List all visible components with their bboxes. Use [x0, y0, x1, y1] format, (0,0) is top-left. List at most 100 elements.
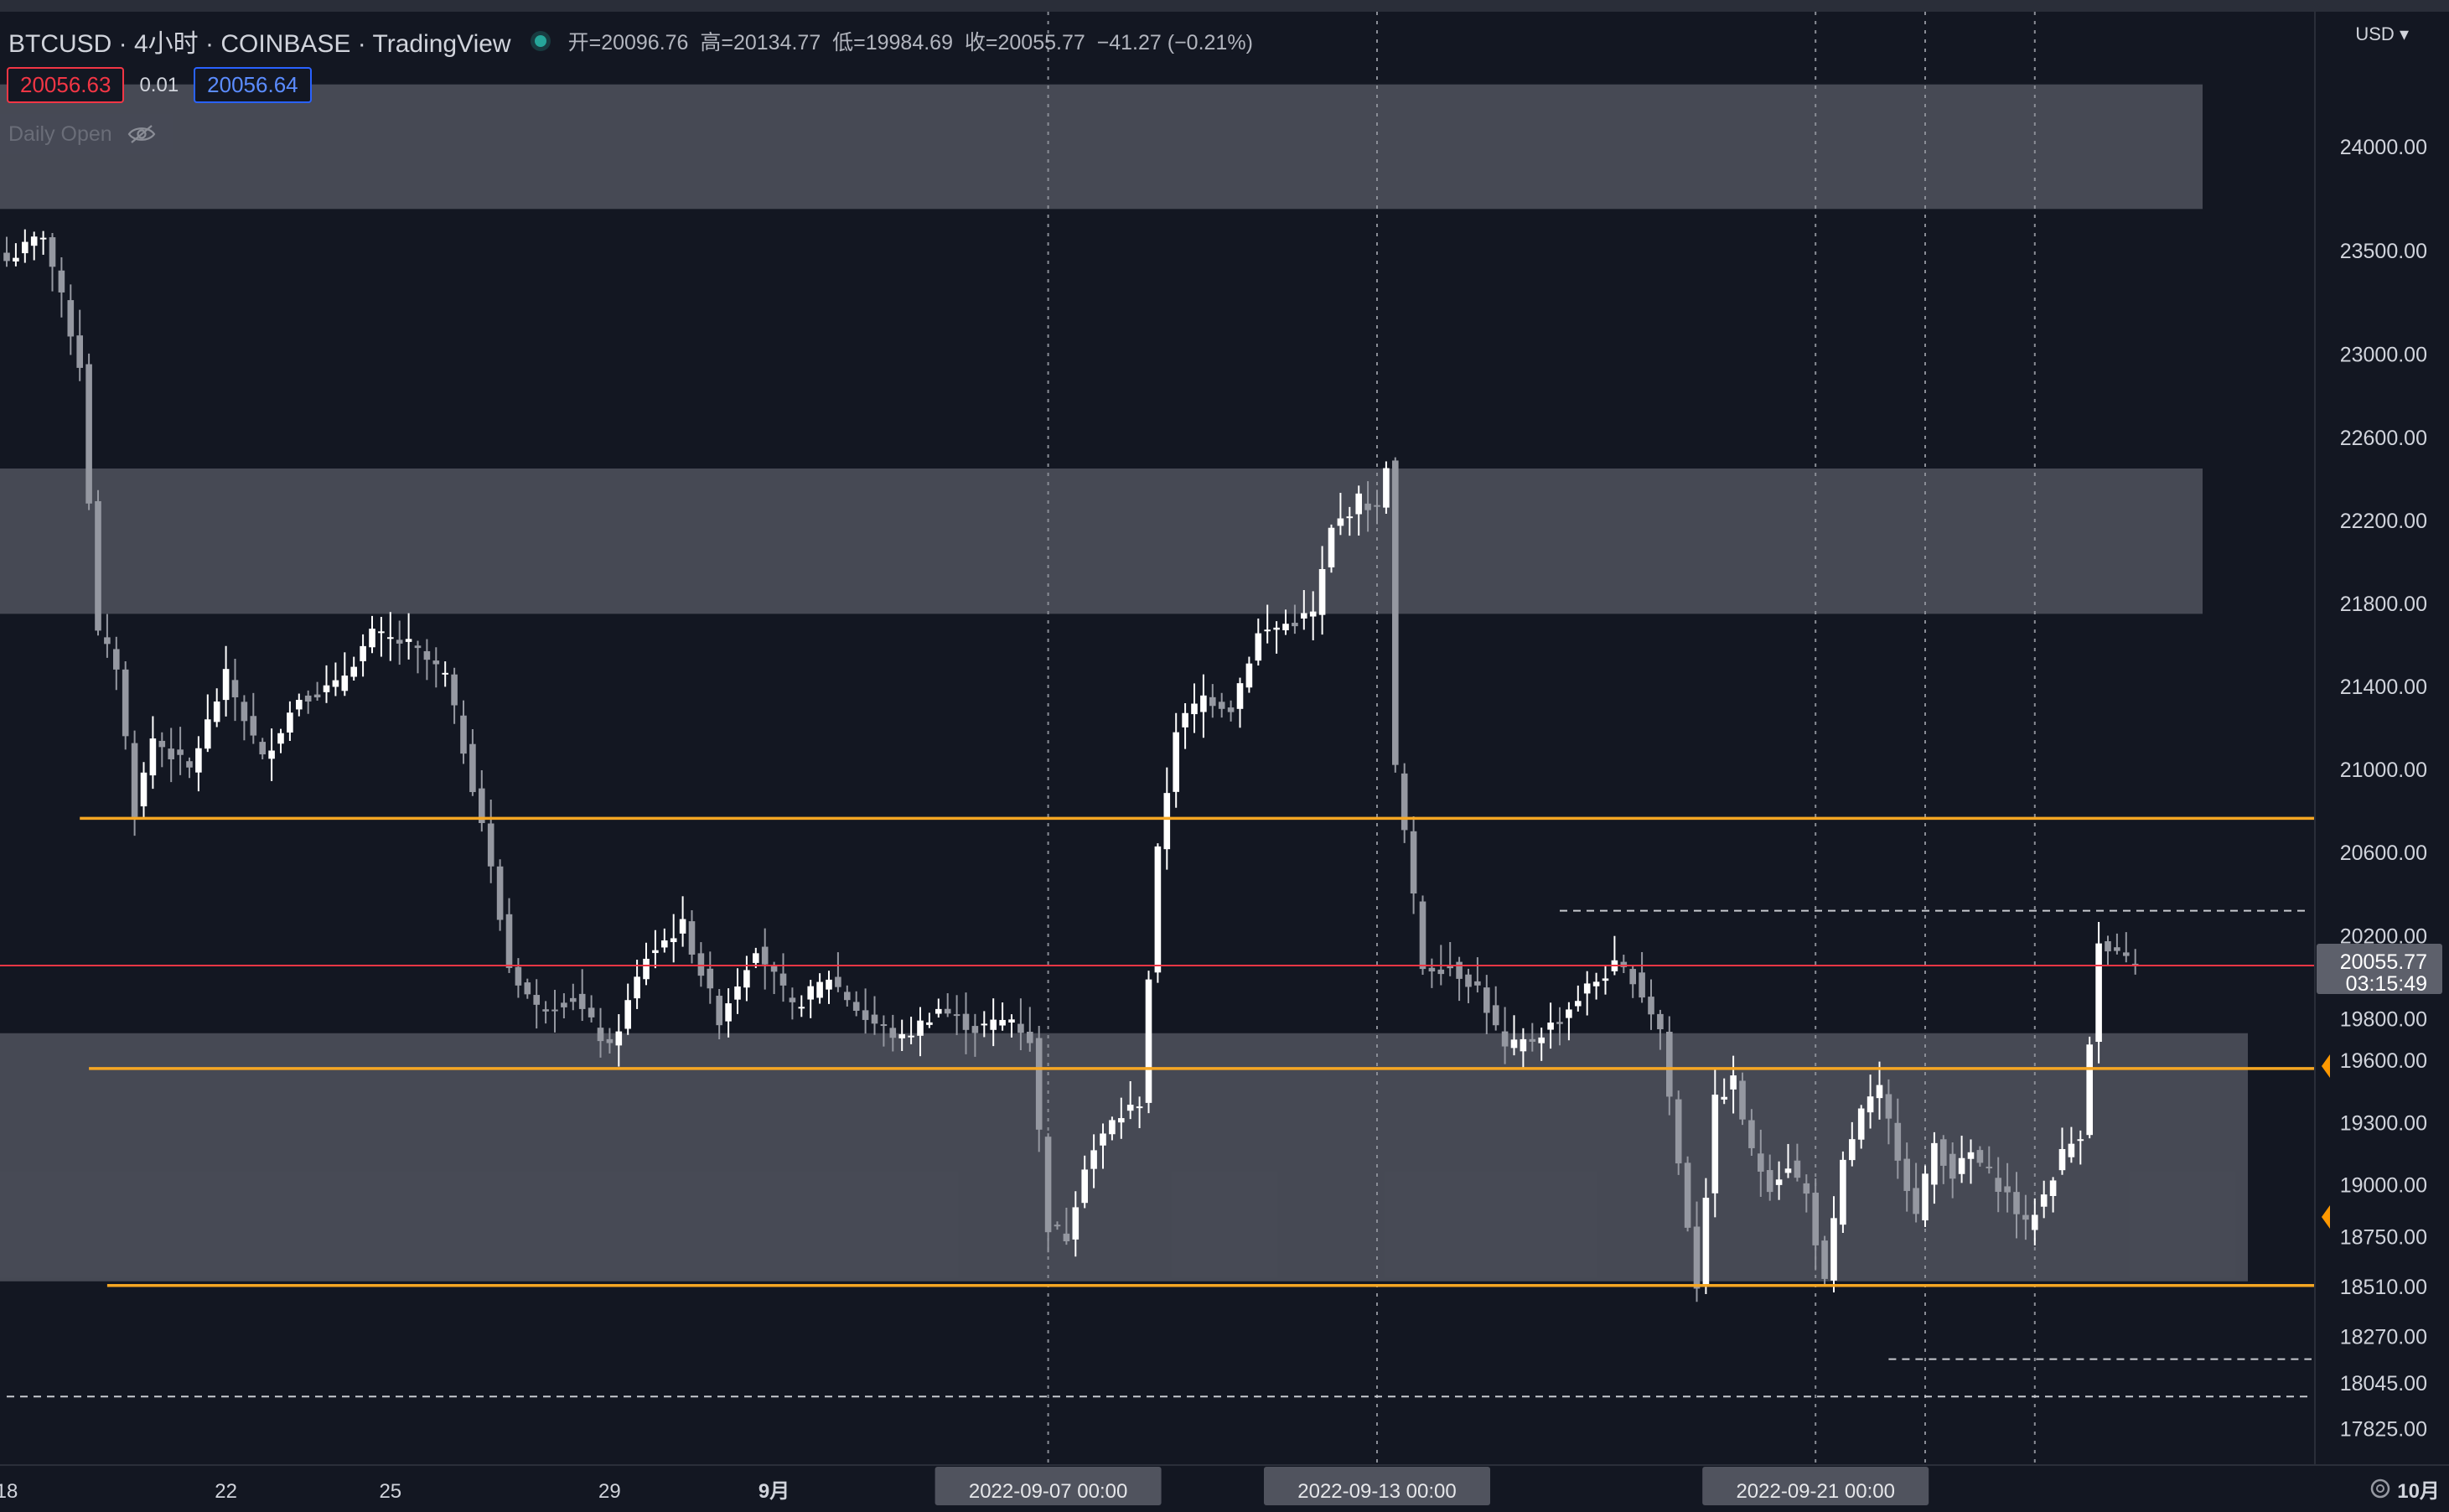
candle-body	[22, 241, 28, 254]
supply-demand-zone	[0, 468, 2203, 614]
candle-body	[734, 986, 741, 1000]
candle-body	[1182, 712, 1188, 728]
candle-body	[1209, 696, 1216, 707]
candle-body	[158, 740, 166, 748]
candle-body	[222, 669, 230, 701]
candle-body	[341, 676, 349, 691]
time-axis[interactable]: 182225299月10月472022-09-07 00:002022-09-1…	[0, 1464, 2449, 1512]
price-tick-label: 21800.00	[2340, 593, 2427, 616]
candle-body	[168, 748, 174, 759]
candle-body	[1592, 981, 1600, 986]
candle-body	[1474, 981, 1481, 986]
chart-header: BTCUSD · 4小时 · COINBASE · TradingView 开=…	[0, 0, 1253, 82]
candle-body	[1227, 707, 1235, 712]
candle-body	[149, 738, 157, 776]
symbol-title[interactable]: BTCUSD · 4小时 · COINBASE · TradingView	[8, 30, 511, 58]
candle-body	[505, 914, 513, 968]
candle-body	[268, 750, 275, 759]
gear-ring	[2370, 1478, 2390, 1499]
candle-body	[1109, 1120, 1116, 1135]
price-tick-label: 18510.00	[2340, 1276, 2427, 1299]
candle-body	[496, 866, 504, 920]
candle-body	[2022, 1214, 2029, 1220]
candle-body	[606, 1038, 614, 1043]
price-axis[interactable]: 24000.00 23500.00 23000.00 22600.00 22200.00…	[2314, 12, 2449, 1512]
candle-body	[67, 300, 75, 337]
candle-body	[2086, 1044, 2093, 1136]
candle-body	[451, 674, 458, 706]
candle-body	[1483, 987, 1490, 1013]
candle-body	[1821, 1240, 1828, 1279]
price-tick-label: 23000.00	[2340, 344, 2427, 367]
chevron-down-icon: ▾	[2399, 23, 2409, 44]
candle-body	[1885, 1094, 1892, 1119]
candle-body	[76, 335, 83, 368]
last-price-label: 20055.77	[2340, 950, 2427, 974]
candle-body	[1100, 1133, 1106, 1146]
candle-body	[551, 1009, 558, 1012]
price-tick-label: 18045.00	[2340, 1372, 2427, 1395]
price-tick-label: 20600.00	[2340, 841, 2427, 865]
candle-body	[2004, 1186, 2011, 1193]
eye-hidden-icon[interactable]	[127, 124, 156, 144]
candle-body	[414, 645, 422, 649]
time-tick-label: 9月	[759, 1480, 790, 1503]
candle-body	[524, 982, 531, 995]
candle-body	[570, 997, 577, 1002]
candle-body	[807, 986, 814, 1000]
time-axis-background	[0, 1465, 2449, 1512]
candle-body	[1318, 568, 1326, 615]
candle-body	[2032, 1214, 2038, 1230]
candle-body	[1840, 1159, 1846, 1225]
buy-button[interactable]: 20056.64	[194, 67, 312, 103]
candle-body	[1958, 1157, 1965, 1174]
vertical-markers	[1047, 12, 2036, 1465]
candle-body	[908, 1035, 914, 1038]
candle-body	[186, 761, 193, 768]
settings-gear-icon[interactable]	[2370, 1478, 2390, 1499]
candle-body	[1748, 1120, 1755, 1148]
candle-body	[779, 973, 787, 986]
candle-body	[1374, 505, 1380, 507]
candle-body	[1292, 623, 1298, 627]
bid-ask-panel: 20056.63 0.01 20056.64	[7, 67, 312, 103]
sell-button[interactable]: 20056.63	[7, 67, 125, 103]
candle-body	[1986, 1166, 1993, 1168]
candle-body	[1465, 974, 1472, 987]
candle-body	[259, 742, 266, 755]
currency-selector[interactable]: USD ▾	[2355, 23, 2409, 45]
candle-body	[1867, 1096, 1874, 1113]
candle-body	[104, 637, 111, 645]
indicator-daily-open[interactable]: Daily Open	[0, 114, 173, 154]
candle-body	[313, 694, 321, 698]
candle-body	[962, 1013, 970, 1030]
candle-body	[1711, 1095, 1719, 1194]
candle-body	[1035, 1038, 1043, 1130]
candle-body	[2131, 963, 2139, 966]
candle-body	[816, 981, 823, 998]
candle-body	[561, 1002, 567, 1007]
candle-body	[369, 629, 375, 648]
candle-body	[1218, 702, 1225, 709]
candle-body	[432, 660, 440, 665]
candle-body	[30, 236, 38, 246]
candle-body	[944, 1008, 951, 1014]
price-tick-label: 17825.00	[2340, 1418, 2427, 1442]
candle-body	[953, 1014, 960, 1017]
candle-body	[442, 672, 448, 675]
candle-body	[1419, 901, 1426, 970]
candle-body	[999, 1019, 1006, 1026]
candle-body	[1510, 1039, 1518, 1049]
indicator-label: Daily Open	[8, 122, 112, 146]
candle-body	[2114, 947, 2120, 951]
candle-body	[1346, 516, 1354, 519]
candle-body	[1163, 793, 1171, 850]
candle-body	[1520, 1038, 1527, 1052]
price-tick-label: 19600.00	[2340, 1049, 2427, 1073]
candle-body	[1200, 695, 1207, 712]
candle-body	[990, 1019, 997, 1030]
candle-body	[871, 1014, 878, 1024]
time-tick-label: 10月	[2397, 1480, 2440, 1503]
countdown-label: 03:15:49	[2346, 972, 2427, 996]
